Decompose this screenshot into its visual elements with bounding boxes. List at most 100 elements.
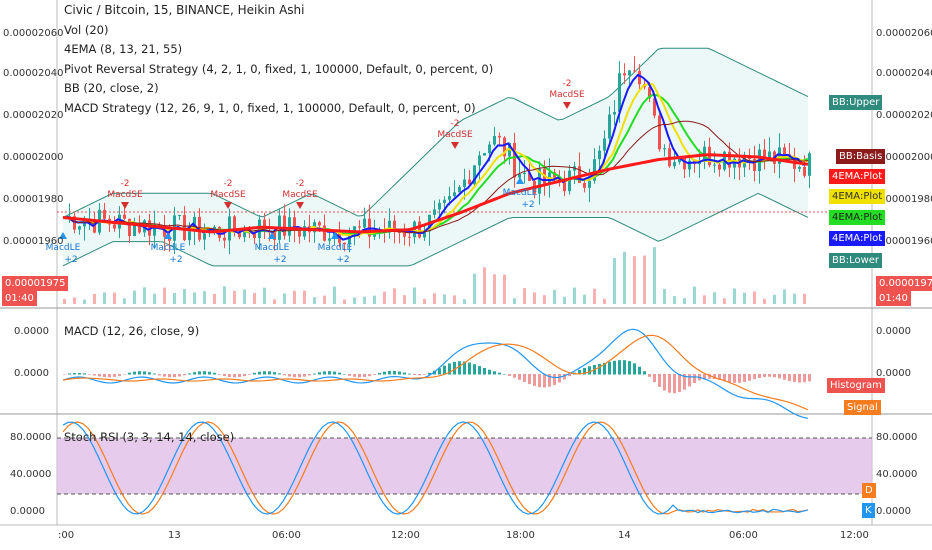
macd-histogram-bar: [278, 373, 281, 375]
macd-histogram-bar: [508, 374, 511, 376]
legend-ema-red: 4EMA:Plot: [829, 169, 886, 184]
candle-body: [753, 159, 756, 172]
volume-bar: [163, 287, 166, 304]
time-label: 14: [618, 530, 631, 541]
candle-body: [423, 231, 426, 238]
indicator-bb[interactable]: BB (20, close, 2): [64, 81, 159, 95]
candle-body: [373, 233, 376, 237]
macd-histogram-bar: [708, 374, 711, 379]
sell-signal-label: MacdSE: [282, 190, 318, 200]
candle-body: [633, 70, 636, 72]
candle-body: [618, 73, 621, 112]
candle-body: [638, 70, 641, 85]
volume-bar: [333, 286, 336, 304]
volume-bar: [73, 297, 76, 304]
macd-histogram-bar: [538, 374, 541, 388]
macd-histogram-bar: [178, 374, 181, 377]
candle-body: [263, 219, 266, 232]
volume-bar: [283, 293, 286, 304]
macd-histogram-bar: [353, 374, 356, 377]
time-label: 18:00: [506, 530, 535, 541]
macd-histogram-bar: [783, 374, 786, 380]
rsi-right-tick: 40.0000: [876, 469, 918, 480]
chart-title: Civic / Bitcoin, 15, BINANCE, Heikin Ash…: [64, 3, 305, 17]
candle-body: [718, 164, 721, 170]
macd-histogram-bar: [653, 374, 656, 383]
left-price-tick: 0.00002040: [3, 68, 64, 79]
candle-body: [563, 182, 566, 192]
indicator-4ema[interactable]: 4EMA (8, 13, 21, 55): [64, 42, 183, 56]
macd-histogram-bar: [343, 373, 346, 375]
macd-histogram-bar: [618, 360, 621, 375]
macd-histogram-bar: [713, 374, 716, 380]
indicator-pivot-reversal[interactable]: Pivot Reversal Strategy (4, 2, 1, 0, fix…: [64, 62, 494, 76]
time-label: 12:00: [840, 530, 869, 541]
volume-bar: [143, 287, 146, 304]
candle-body: [503, 137, 506, 157]
volume-bar: [513, 298, 516, 304]
candle-body: [578, 166, 581, 184]
rsi-left-tick: 80.0000: [10, 432, 52, 443]
macd-histogram-bar: [808, 374, 811, 382]
macd-panel-title[interactable]: MACD (12, 26, close, 9): [64, 324, 200, 338]
macd-histogram-bar: [483, 367, 486, 375]
candle-body: [538, 168, 541, 194]
bb-lower-line: [62, 192, 809, 267]
macd-histogram-bar: [243, 374, 246, 377]
macd-histogram-bar: [293, 374, 296, 378]
candle-body: [113, 224, 116, 229]
macd-histogram-bar: [683, 374, 686, 390]
macd-histogram-bar: [413, 374, 416, 376]
macd-histogram-bar: [78, 372, 81, 375]
macd-histogram-bar: [738, 374, 741, 383]
macd-histogram-bar: [643, 371, 646, 375]
buy-signal-label: MacdLE: [255, 243, 290, 253]
rsi-tag-d: D: [862, 483, 876, 498]
macd-right-tick: 0.0000: [876, 368, 911, 379]
macd-histogram-bar: [563, 374, 566, 380]
indicator-macd-strategy[interactable]: MACD Strategy (12, 26, 9, 1, 0, fixed, 1…: [64, 101, 476, 115]
rsi-panel-title[interactable]: Stoch RSI (3, 3, 14, 14, close): [64, 430, 235, 444]
macd-histogram-bar: [318, 372, 321, 375]
macd-histogram-bar: [113, 374, 116, 377]
volume-bar: [443, 294, 446, 304]
macd-histogram-bar: [328, 371, 331, 375]
candle-body: [198, 216, 201, 240]
macd-histogram-bar: [778, 374, 781, 379]
legend-ema-green: 4EMA:Plot: [829, 210, 886, 225]
candle-body: [613, 111, 616, 115]
sell-signal-label: MacdSE: [437, 130, 473, 140]
volume-bar: [93, 293, 96, 304]
volume-bar: [123, 298, 126, 304]
left-countdown: 01:40: [2, 291, 37, 306]
volume-bar: [613, 258, 616, 304]
legend-ema-yellow: 4EMA:Plot: [829, 189, 886, 204]
macd-histogram-bar: [138, 371, 141, 375]
rsi-right-tick: 80.0000: [876, 432, 918, 443]
volume-bar: [363, 296, 366, 304]
macd-histogram-bar: [398, 371, 401, 375]
macd-histogram-bar: [583, 367, 586, 375]
indicator-vol[interactable]: Vol (20): [64, 23, 109, 37]
macd-histogram-bar: [703, 374, 706, 380]
macd-histogram-bar: [768, 374, 771, 377]
macd-histogram-bar: [298, 374, 301, 378]
macd-histogram-bar: [638, 366, 641, 375]
buy-signal-label: MacdLE: [503, 188, 538, 198]
macd-histogram-bar: [133, 371, 136, 375]
candle-body: [238, 231, 241, 238]
right-price-tick: 0.00002040: [876, 68, 932, 79]
time-label: 06:00: [729, 530, 758, 541]
candle-body: [203, 233, 206, 240]
macd-histogram-bar: [568, 374, 571, 377]
candle-body: [783, 147, 786, 155]
candle-body: [463, 179, 466, 187]
left-price-tick: 0.00002060: [3, 28, 64, 39]
candle-body: [523, 172, 526, 175]
volume-bar: [653, 247, 656, 304]
volume-bar: [263, 287, 266, 304]
volume-bar: [213, 293, 216, 304]
macd-histogram-bar: [323, 371, 326, 375]
